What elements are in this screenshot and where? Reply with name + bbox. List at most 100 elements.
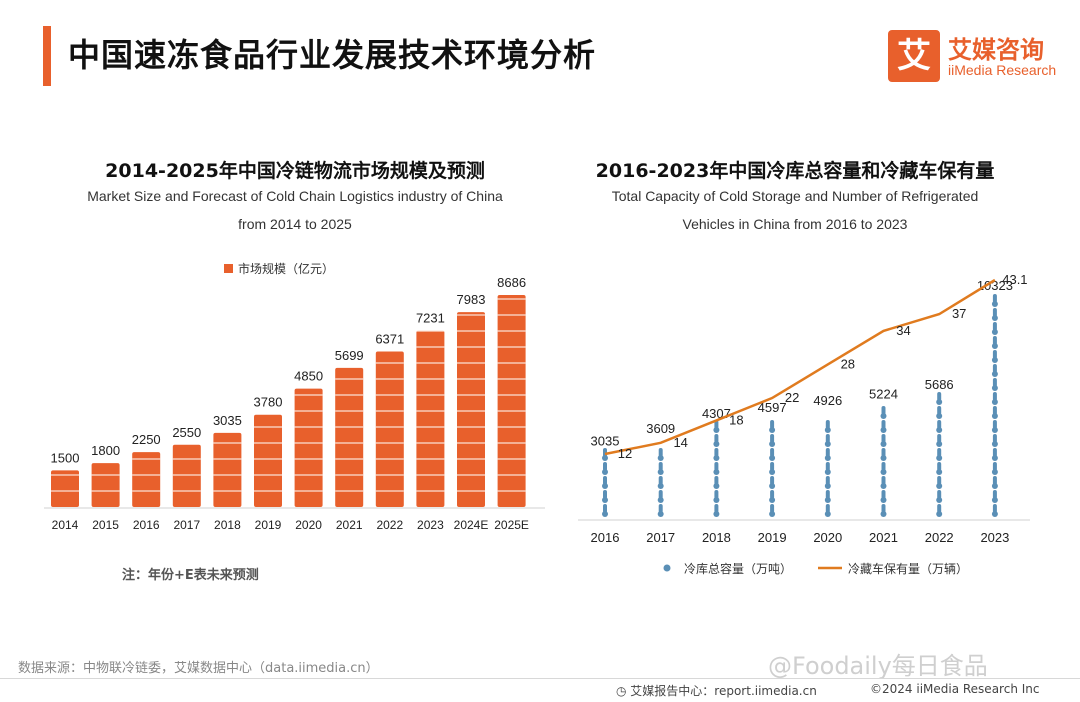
bar-2018 — [213, 432, 242, 507]
capacity-bar-segment — [937, 434, 942, 443]
capacity-bar-bulb — [602, 455, 608, 461]
capacity-bar-bulb — [991, 497, 998, 503]
capacity-bar-bulb — [991, 399, 998, 405]
x-tick-label: 2021 — [869, 530, 898, 545]
capacity-bar-segment — [992, 462, 997, 471]
capacity-bar-segment — [937, 504, 942, 513]
vehicles-value-label: 12 — [618, 446, 632, 461]
bar-value-label: 1800 — [91, 443, 120, 458]
capacity-bar-segment — [937, 420, 942, 429]
left-chart-subtitle-line2: from 2014 to 2025 — [238, 216, 352, 232]
capacity-bar-segment — [770, 476, 775, 485]
vehicles-value-label: 28 — [841, 356, 855, 371]
capacity-bar-segment — [770, 434, 775, 443]
capacity-bar-segment — [825, 504, 830, 513]
capacity-bar-segment — [825, 434, 830, 443]
capacity-value-label: 4597 — [758, 400, 787, 415]
capacity-bar-bulb — [657, 469, 664, 475]
capacity-bar-segment — [714, 448, 719, 457]
capacity-bar-bulb — [991, 511, 998, 517]
capacity-bar-bulb — [824, 455, 831, 461]
x-tick-label: 2018 — [702, 530, 731, 545]
capacity-bar-segment — [992, 392, 997, 401]
bar-value-label: 7231 — [416, 311, 445, 326]
capacity-bar-bulb — [602, 497, 608, 503]
x-tick-label: 2017 — [173, 518, 200, 532]
capacity-bar-bulb — [991, 315, 998, 321]
capacity-bar-segment — [603, 490, 607, 499]
capacity-bar-segment — [825, 448, 830, 457]
capacity-bar-bulb — [769, 483, 776, 489]
capacity-bar-bulb — [991, 343, 998, 349]
capacity-bar-segment — [603, 462, 607, 471]
bar-2022 — [375, 351, 404, 507]
legend-swatch-capacity — [663, 564, 671, 572]
bar-2014 — [51, 470, 79, 507]
capacity-bar-bulb — [991, 469, 998, 475]
capacity-bar-segment — [937, 490, 942, 499]
brand-logo: 艾 艾媒咨询 iiMedia Research — [888, 30, 1068, 82]
capacity-bar-segment — [825, 462, 830, 471]
x-tick-label: 2018 — [214, 518, 241, 532]
bar-value-label: 1500 — [51, 450, 80, 465]
left-chart-subtitle-line1: Market Size and Forecast of Cold Chain L… — [87, 188, 503, 204]
bar-2015 — [91, 463, 120, 507]
left-chart-title: 2014-2025年中国冷链物流市场规模及预测 — [105, 160, 485, 182]
capacity-bar-bulb — [602, 469, 608, 475]
capacity-bar-segment — [770, 490, 775, 499]
logo-name-cn: 艾媒咨询 — [948, 36, 1044, 64]
capacity-bar-segment — [992, 364, 997, 373]
capacity-bar-bulb — [824, 469, 831, 475]
capacity-bar-segment — [992, 504, 997, 513]
capacity-bar-bulb — [713, 455, 720, 461]
capacity-bar-bulb — [824, 497, 831, 503]
capacity-bar-bulb — [880, 455, 887, 461]
capacity-bar-segment — [658, 476, 663, 485]
capacity-value-label: 5224 — [869, 387, 898, 402]
capacity-bar-bulb — [824, 511, 831, 517]
capacity-bar-segment — [881, 406, 886, 415]
vehicles-value-label: 34 — [896, 323, 910, 338]
capacity-bar-segment — [881, 476, 886, 485]
bar-value-label: 6371 — [375, 332, 404, 347]
bar-value-label: 7983 — [457, 292, 486, 307]
report-globe-icon: ◷ — [616, 684, 631, 698]
capacity-bar-bulb — [936, 441, 943, 447]
bar-2017 — [172, 444, 201, 507]
capacity-bar-bulb — [824, 483, 831, 489]
capacity-bar-segment — [881, 462, 886, 471]
capacity-value-label: 4307 — [702, 406, 731, 421]
capacity-bar-bulb — [602, 483, 608, 489]
x-tick-label: 2016 — [133, 518, 160, 532]
forecast-note: 注：年份+E表未来预测 — [122, 568, 259, 583]
capacity-bar-bulb — [769, 497, 776, 503]
capacity-value-label: 3035 — [591, 433, 620, 448]
bar-2024E — [457, 312, 485, 507]
capacity-bar-segment — [714, 434, 719, 443]
capacity-bar-bulb — [880, 483, 887, 489]
x-tick-label: 2019 — [758, 530, 787, 545]
vehicles-value-label: 22 — [785, 390, 799, 405]
capacity-bar-segment — [937, 476, 942, 485]
x-tick-label: 2019 — [255, 518, 282, 532]
bar-value-label: 2250 — [132, 432, 161, 447]
capacity-bar-segment — [992, 490, 997, 499]
watermark: @Foodaily每日食品 — [768, 652, 988, 680]
vehicles-line — [604, 278, 996, 456]
capacity-bar-segment — [881, 420, 886, 429]
logo-mark-icon: 艾 — [888, 30, 940, 82]
right-chart-subtitle-line1: Total Capacity of Cold Storage and Numbe… — [611, 188, 979, 204]
capacity-bar-segment — [658, 490, 663, 499]
capacity-bar-bulb — [880, 469, 887, 475]
footer-copyright: ©2024 iiMedia Research Inc — [870, 682, 1040, 696]
bar-value-label: 3780 — [254, 395, 283, 410]
capacity-bar-segment — [937, 462, 942, 471]
capacity-bar-bulb — [713, 441, 720, 447]
capacity-bar-bulb — [713, 497, 720, 503]
capacity-bar-bulb — [769, 469, 776, 475]
capacity-bar-bulb — [991, 483, 998, 489]
capacity-bar-bulb — [880, 497, 887, 503]
footer-report-link[interactable]: ◷ 艾媒报告中心：report.iimedia.cn — [616, 682, 817, 699]
page-title: 中国速冻食品行业发展技术环境分析 — [68, 36, 597, 74]
capacity-bar-segment — [825, 420, 830, 429]
